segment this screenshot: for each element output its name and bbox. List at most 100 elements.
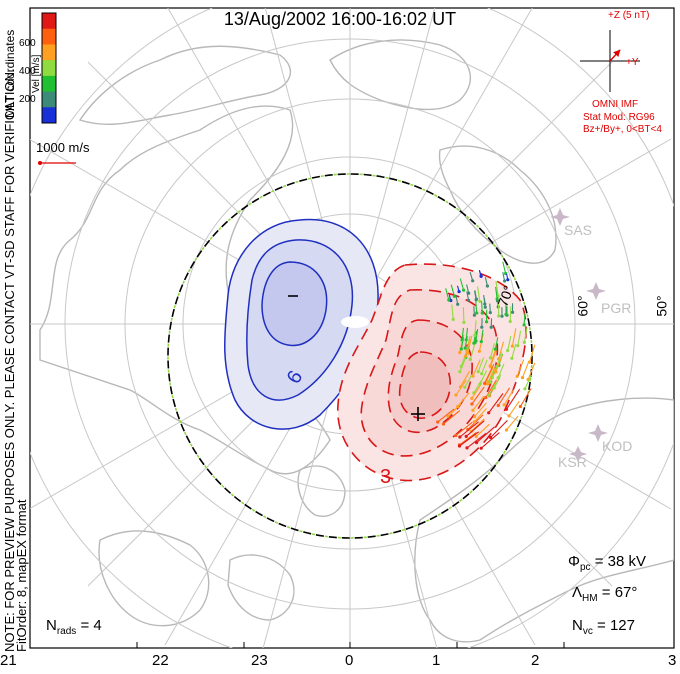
velocity-vector — [456, 285, 460, 292]
mlt-tick-3: 3 — [668, 652, 677, 669]
velocity-vector — [475, 301, 478, 314]
velocity-vector — [517, 330, 522, 346]
velocity-vector — [474, 402, 487, 418]
velocity-vector — [527, 362, 536, 380]
velocity-vector — [511, 328, 517, 347]
velocity-vector — [503, 389, 515, 406]
velocity-vector — [448, 294, 452, 301]
velocity-vector — [457, 392, 470, 407]
stat-phi-pc: Φpc = 38 kV — [568, 553, 646, 573]
velocity-vector — [495, 281, 499, 297]
lat-label-60: 60° — [574, 295, 591, 317]
velocity-vector — [466, 432, 487, 449]
velocity-vector — [455, 421, 473, 436]
velocity-vector — [478, 270, 482, 277]
velocity-vector — [464, 338, 471, 357]
velocity-vector — [469, 344, 476, 360]
imf-y-label: +Y — [626, 57, 639, 68]
velocity-vector — [481, 301, 483, 314]
radar-site-ksr — [569, 446, 587, 462]
velocity-vector — [493, 374, 502, 389]
velocity-vector — [470, 418, 485, 432]
reference-vector — [38, 161, 76, 165]
velocity-vector — [462, 307, 465, 323]
plot-frame — [29, 7, 675, 649]
velocity-vector — [498, 341, 505, 360]
velocity-vector — [474, 320, 477, 336]
velocity-vector — [489, 348, 497, 366]
radar-label-kod: KOD — [602, 438, 633, 454]
colorbar-block — [42, 91, 56, 108]
imf-z-label: +Z (5 nT) — [608, 10, 650, 21]
stat-n-rads-value: 4 — [93, 617, 102, 634]
velocity-vector — [443, 410, 461, 425]
velocity-vector — [488, 382, 497, 396]
velocity-vector — [459, 421, 479, 438]
velocity-vector — [471, 382, 483, 399]
velocity-vector — [502, 271, 506, 282]
velocity-vector — [519, 388, 532, 407]
velocity-vector — [464, 373, 473, 388]
velocity-vector — [469, 272, 474, 281]
velocity-vector — [475, 328, 479, 341]
colorbar-tick-400: 400 — [19, 66, 36, 77]
velocity-vector — [455, 379, 467, 396]
mlt-tick-21: 21 — [0, 652, 17, 669]
mlt-tick-1: 1 — [432, 652, 441, 669]
velocity-vector — [496, 352, 503, 367]
velocity-vector — [465, 420, 485, 437]
velocity-vector — [489, 343, 495, 359]
radar-label-ksr: KSR — [558, 454, 587, 470]
velocity-vector — [488, 393, 504, 414]
radar-label-pgr: PGR — [601, 300, 632, 316]
velocity-vector — [490, 420, 508, 438]
velocity-vector — [529, 344, 536, 363]
velocity-vector — [484, 363, 495, 384]
velocity-vector — [450, 284, 455, 297]
velocity-vector — [477, 286, 481, 302]
velocity-vector — [473, 408, 487, 423]
velocity-vector — [475, 423, 490, 437]
velocity-vector — [479, 370, 488, 385]
velocity-vector — [489, 349, 497, 368]
lat-label-50: 50° — [653, 295, 670, 317]
velocity-vector — [524, 374, 532, 390]
colorbar-block — [42, 28, 56, 45]
velocity-vector — [455, 295, 459, 305]
reference-vector-label: 1000 m/s — [36, 140, 90, 155]
velocity-vector — [477, 357, 485, 372]
velocity-vector — [509, 306, 512, 322]
velocity-vector — [466, 291, 470, 301]
velocity-vector — [481, 359, 488, 374]
mlt-tick-2: 2 — [531, 652, 540, 669]
radar-site-pgr — [586, 282, 606, 300]
stat-n-rads: Nrads = 4 — [46, 617, 102, 637]
velocity-vector — [459, 278, 465, 291]
velocity-vector — [497, 363, 505, 378]
positive-contour-label: 3 — [380, 466, 392, 488]
mlt-tick-23: 23 — [251, 652, 268, 669]
velocity-colorbar — [42, 13, 56, 124]
velocity-vector — [474, 290, 477, 300]
velocity-vector — [506, 273, 509, 280]
map-title: 13/Aug/2002 16:00-16:02 UT — [223, 9, 457, 29]
velocity-vector — [476, 426, 495, 444]
velocity-vector — [472, 395, 485, 411]
stat-lambda-hm-value: 67° — [614, 584, 638, 601]
velocity-vector — [480, 329, 484, 342]
velocity-vector — [459, 357, 467, 373]
velocity-vector — [502, 261, 507, 274]
positive-potential-cell — [337, 263, 527, 482]
velocity-vector — [464, 336, 468, 349]
velocity-vector — [484, 367, 494, 385]
imf-dial — [580, 30, 640, 92]
velocity-vector — [484, 277, 488, 287]
velocity-vector — [467, 335, 473, 354]
pole-gap — [341, 316, 369, 328]
radar-label-sas: SAS — [564, 222, 593, 238]
velocity-vector — [497, 387, 511, 406]
radar-sites — [550, 208, 608, 462]
potential-max-marker — [411, 407, 425, 421]
velocity-vector — [508, 400, 520, 417]
